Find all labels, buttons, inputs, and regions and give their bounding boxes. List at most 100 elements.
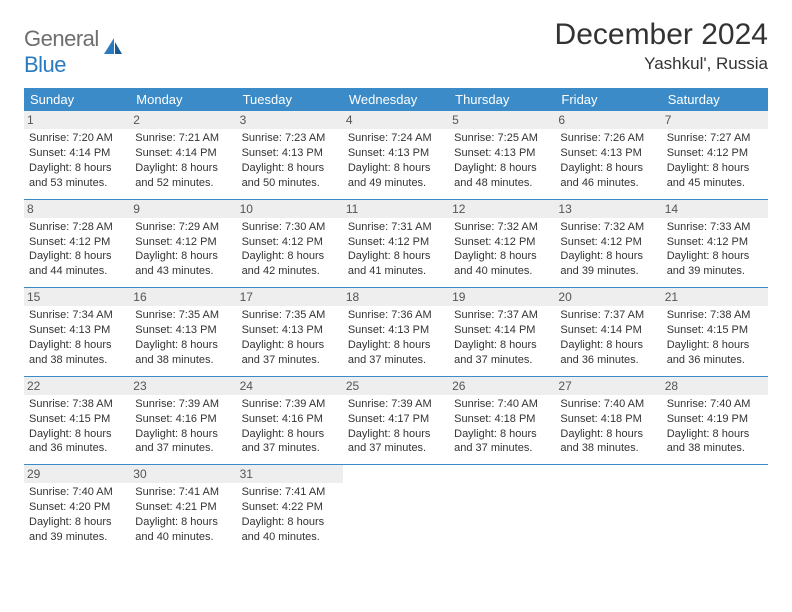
daylight-text: Daylight: 8 hours and 40 minutes.	[242, 515, 338, 545]
sunset-text: Sunset: 4:14 PM	[560, 323, 656, 338]
calendar-cell: 28Sunrise: 7:40 AMSunset: 4:19 PMDayligh…	[662, 376, 768, 465]
title-block: December 2024 Yashkul', Russia	[555, 18, 768, 74]
day-number: 17	[237, 288, 343, 306]
sunrise-text: Sunrise: 7:39 AM	[242, 397, 338, 412]
daylight-text: Daylight: 8 hours and 37 minutes.	[135, 427, 231, 457]
daylight-text: Daylight: 8 hours and 36 minutes.	[560, 338, 656, 368]
calendar-cell: 14Sunrise: 7:33 AMSunset: 4:12 PMDayligh…	[662, 199, 768, 288]
calendar-body: 1Sunrise: 7:20 AMSunset: 4:14 PMDaylight…	[24, 111, 768, 553]
sunset-text: Sunset: 4:13 PM	[242, 323, 338, 338]
calendar-header-row: SundayMondayTuesdayWednesdayThursdayFrid…	[24, 88, 768, 111]
sunset-text: Sunset: 4:19 PM	[667, 412, 763, 427]
calendar-cell: 18Sunrise: 7:36 AMSunset: 4:13 PMDayligh…	[343, 288, 449, 377]
sunset-text: Sunset: 4:14 PM	[135, 146, 231, 161]
calendar-cell: 8Sunrise: 7:28 AMSunset: 4:12 PMDaylight…	[24, 199, 130, 288]
logo: General Blue	[24, 18, 124, 78]
sunrise-text: Sunrise: 7:38 AM	[29, 397, 125, 412]
daylight-text: Daylight: 8 hours and 37 minutes.	[348, 427, 444, 457]
calendar-week: 1Sunrise: 7:20 AMSunset: 4:14 PMDaylight…	[24, 111, 768, 199]
daylight-text: Daylight: 8 hours and 49 minutes.	[348, 161, 444, 191]
sunrise-text: Sunrise: 7:35 AM	[135, 308, 231, 323]
sunrise-text: Sunrise: 7:33 AM	[667, 220, 763, 235]
sunrise-text: Sunrise: 7:25 AM	[454, 131, 550, 146]
sunrise-text: Sunrise: 7:24 AM	[348, 131, 444, 146]
calendar-cell: 27Sunrise: 7:40 AMSunset: 4:18 PMDayligh…	[555, 376, 661, 465]
day-number: 11	[343, 200, 449, 218]
day-number: 4	[343, 111, 449, 129]
day-number: 8	[24, 200, 130, 218]
day-number: 28	[662, 377, 768, 395]
sunrise-text: Sunrise: 7:37 AM	[560, 308, 656, 323]
sunrise-text: Sunrise: 7:27 AM	[667, 131, 763, 146]
day-header: Thursday	[449, 88, 555, 111]
calendar-cell	[449, 465, 555, 553]
day-header: Wednesday	[343, 88, 449, 111]
day-number: 1	[24, 111, 130, 129]
day-number: 7	[662, 111, 768, 129]
daylight-text: Daylight: 8 hours and 44 minutes.	[29, 249, 125, 279]
calendar-cell: 10Sunrise: 7:30 AMSunset: 4:12 PMDayligh…	[237, 199, 343, 288]
sunrise-text: Sunrise: 7:26 AM	[560, 131, 656, 146]
calendar-cell: 4Sunrise: 7:24 AMSunset: 4:13 PMDaylight…	[343, 111, 449, 199]
calendar-week: 15Sunrise: 7:34 AMSunset: 4:13 PMDayligh…	[24, 288, 768, 377]
daylight-text: Daylight: 8 hours and 39 minutes.	[560, 249, 656, 279]
daylight-text: Daylight: 8 hours and 37 minutes.	[348, 338, 444, 368]
sunset-text: Sunset: 4:13 PM	[29, 323, 125, 338]
day-header: Tuesday	[237, 88, 343, 111]
daylight-text: Daylight: 8 hours and 39 minutes.	[29, 515, 125, 545]
daylight-text: Daylight: 8 hours and 52 minutes.	[135, 161, 231, 191]
day-number: 13	[555, 200, 661, 218]
sunset-text: Sunset: 4:12 PM	[454, 235, 550, 250]
page-header: General Blue December 2024 Yashkul', Rus…	[24, 18, 768, 78]
day-number: 5	[449, 111, 555, 129]
daylight-text: Daylight: 8 hours and 37 minutes.	[454, 338, 550, 368]
calendar-cell: 6Sunrise: 7:26 AMSunset: 4:13 PMDaylight…	[555, 111, 661, 199]
sunset-text: Sunset: 4:13 PM	[560, 146, 656, 161]
sunrise-text: Sunrise: 7:40 AM	[29, 485, 125, 500]
calendar-cell: 7Sunrise: 7:27 AMSunset: 4:12 PMDaylight…	[662, 111, 768, 199]
daylight-text: Daylight: 8 hours and 38 minutes.	[29, 338, 125, 368]
sunrise-text: Sunrise: 7:31 AM	[348, 220, 444, 235]
day-number: 20	[555, 288, 661, 306]
daylight-text: Daylight: 8 hours and 37 minutes.	[242, 338, 338, 368]
calendar-cell	[343, 465, 449, 553]
calendar-cell: 1Sunrise: 7:20 AMSunset: 4:14 PMDaylight…	[24, 111, 130, 199]
calendar-cell: 31Sunrise: 7:41 AMSunset: 4:22 PMDayligh…	[237, 465, 343, 553]
day-header: Saturday	[662, 88, 768, 111]
sunrise-text: Sunrise: 7:38 AM	[667, 308, 763, 323]
day-number: 24	[237, 377, 343, 395]
sunset-text: Sunset: 4:16 PM	[135, 412, 231, 427]
day-number: 12	[449, 200, 555, 218]
day-number: 14	[662, 200, 768, 218]
sunset-text: Sunset: 4:12 PM	[667, 235, 763, 250]
sunrise-text: Sunrise: 7:32 AM	[454, 220, 550, 235]
sunrise-text: Sunrise: 7:39 AM	[348, 397, 444, 412]
daylight-text: Daylight: 8 hours and 41 minutes.	[348, 249, 444, 279]
calendar-cell: 30Sunrise: 7:41 AMSunset: 4:21 PMDayligh…	[130, 465, 236, 553]
calendar-cell: 20 Sunrise: 7:37 AMSunset: 4:14 PMDayligh…	[555, 288, 661, 377]
calendar-cell: 19Sunrise: 7:37 AMSunset: 4:14 PMDayligh…	[449, 288, 555, 377]
sunset-text: Sunset: 4:12 PM	[667, 146, 763, 161]
sunset-text: Sunset: 4:13 PM	[242, 146, 338, 161]
sunrise-text: Sunrise: 7:37 AM	[454, 308, 550, 323]
calendar-cell: 9Sunrise: 7:29 AMSunset: 4:12 PMDaylight…	[130, 199, 236, 288]
calendar-week: 8Sunrise: 7:28 AMSunset: 4:12 PMDaylight…	[24, 199, 768, 288]
sunrise-text: Sunrise: 7:35 AM	[242, 308, 338, 323]
sunrise-text: Sunrise: 7:20 AM	[29, 131, 125, 146]
sunset-text: Sunset: 4:18 PM	[454, 412, 550, 427]
sunrise-text: Sunrise: 7:30 AM	[242, 220, 338, 235]
sunset-text: Sunset: 4:13 PM	[454, 146, 550, 161]
sunset-text: Sunset: 4:12 PM	[29, 235, 125, 250]
day-header: Monday	[130, 88, 236, 111]
day-number: 18	[343, 288, 449, 306]
logo-text-blue: Blue	[24, 52, 66, 77]
calendar-cell: 3Sunrise: 7:23 AMSunset: 4:13 PMDaylight…	[237, 111, 343, 199]
location-label: Yashkul', Russia	[555, 54, 768, 74]
calendar-week: 22 Sunrise: 7:38 AMSunset: 4:15 PM Dayligh…	[24, 376, 768, 465]
day-number: 22	[24, 377, 130, 395]
calendar-cell: 23Sunrise: 7:39 AMSunset: 4:16 PMDayligh…	[130, 376, 236, 465]
day-number: 16	[130, 288, 236, 306]
calendar-cell: 11Sunrise: 7:31 AMSunset: 4:12 PMDayligh…	[343, 199, 449, 288]
sunset-text: Sunset: 4:15 PM	[29, 412, 125, 427]
sunset-text: Sunset: 4:16 PM	[242, 412, 338, 427]
